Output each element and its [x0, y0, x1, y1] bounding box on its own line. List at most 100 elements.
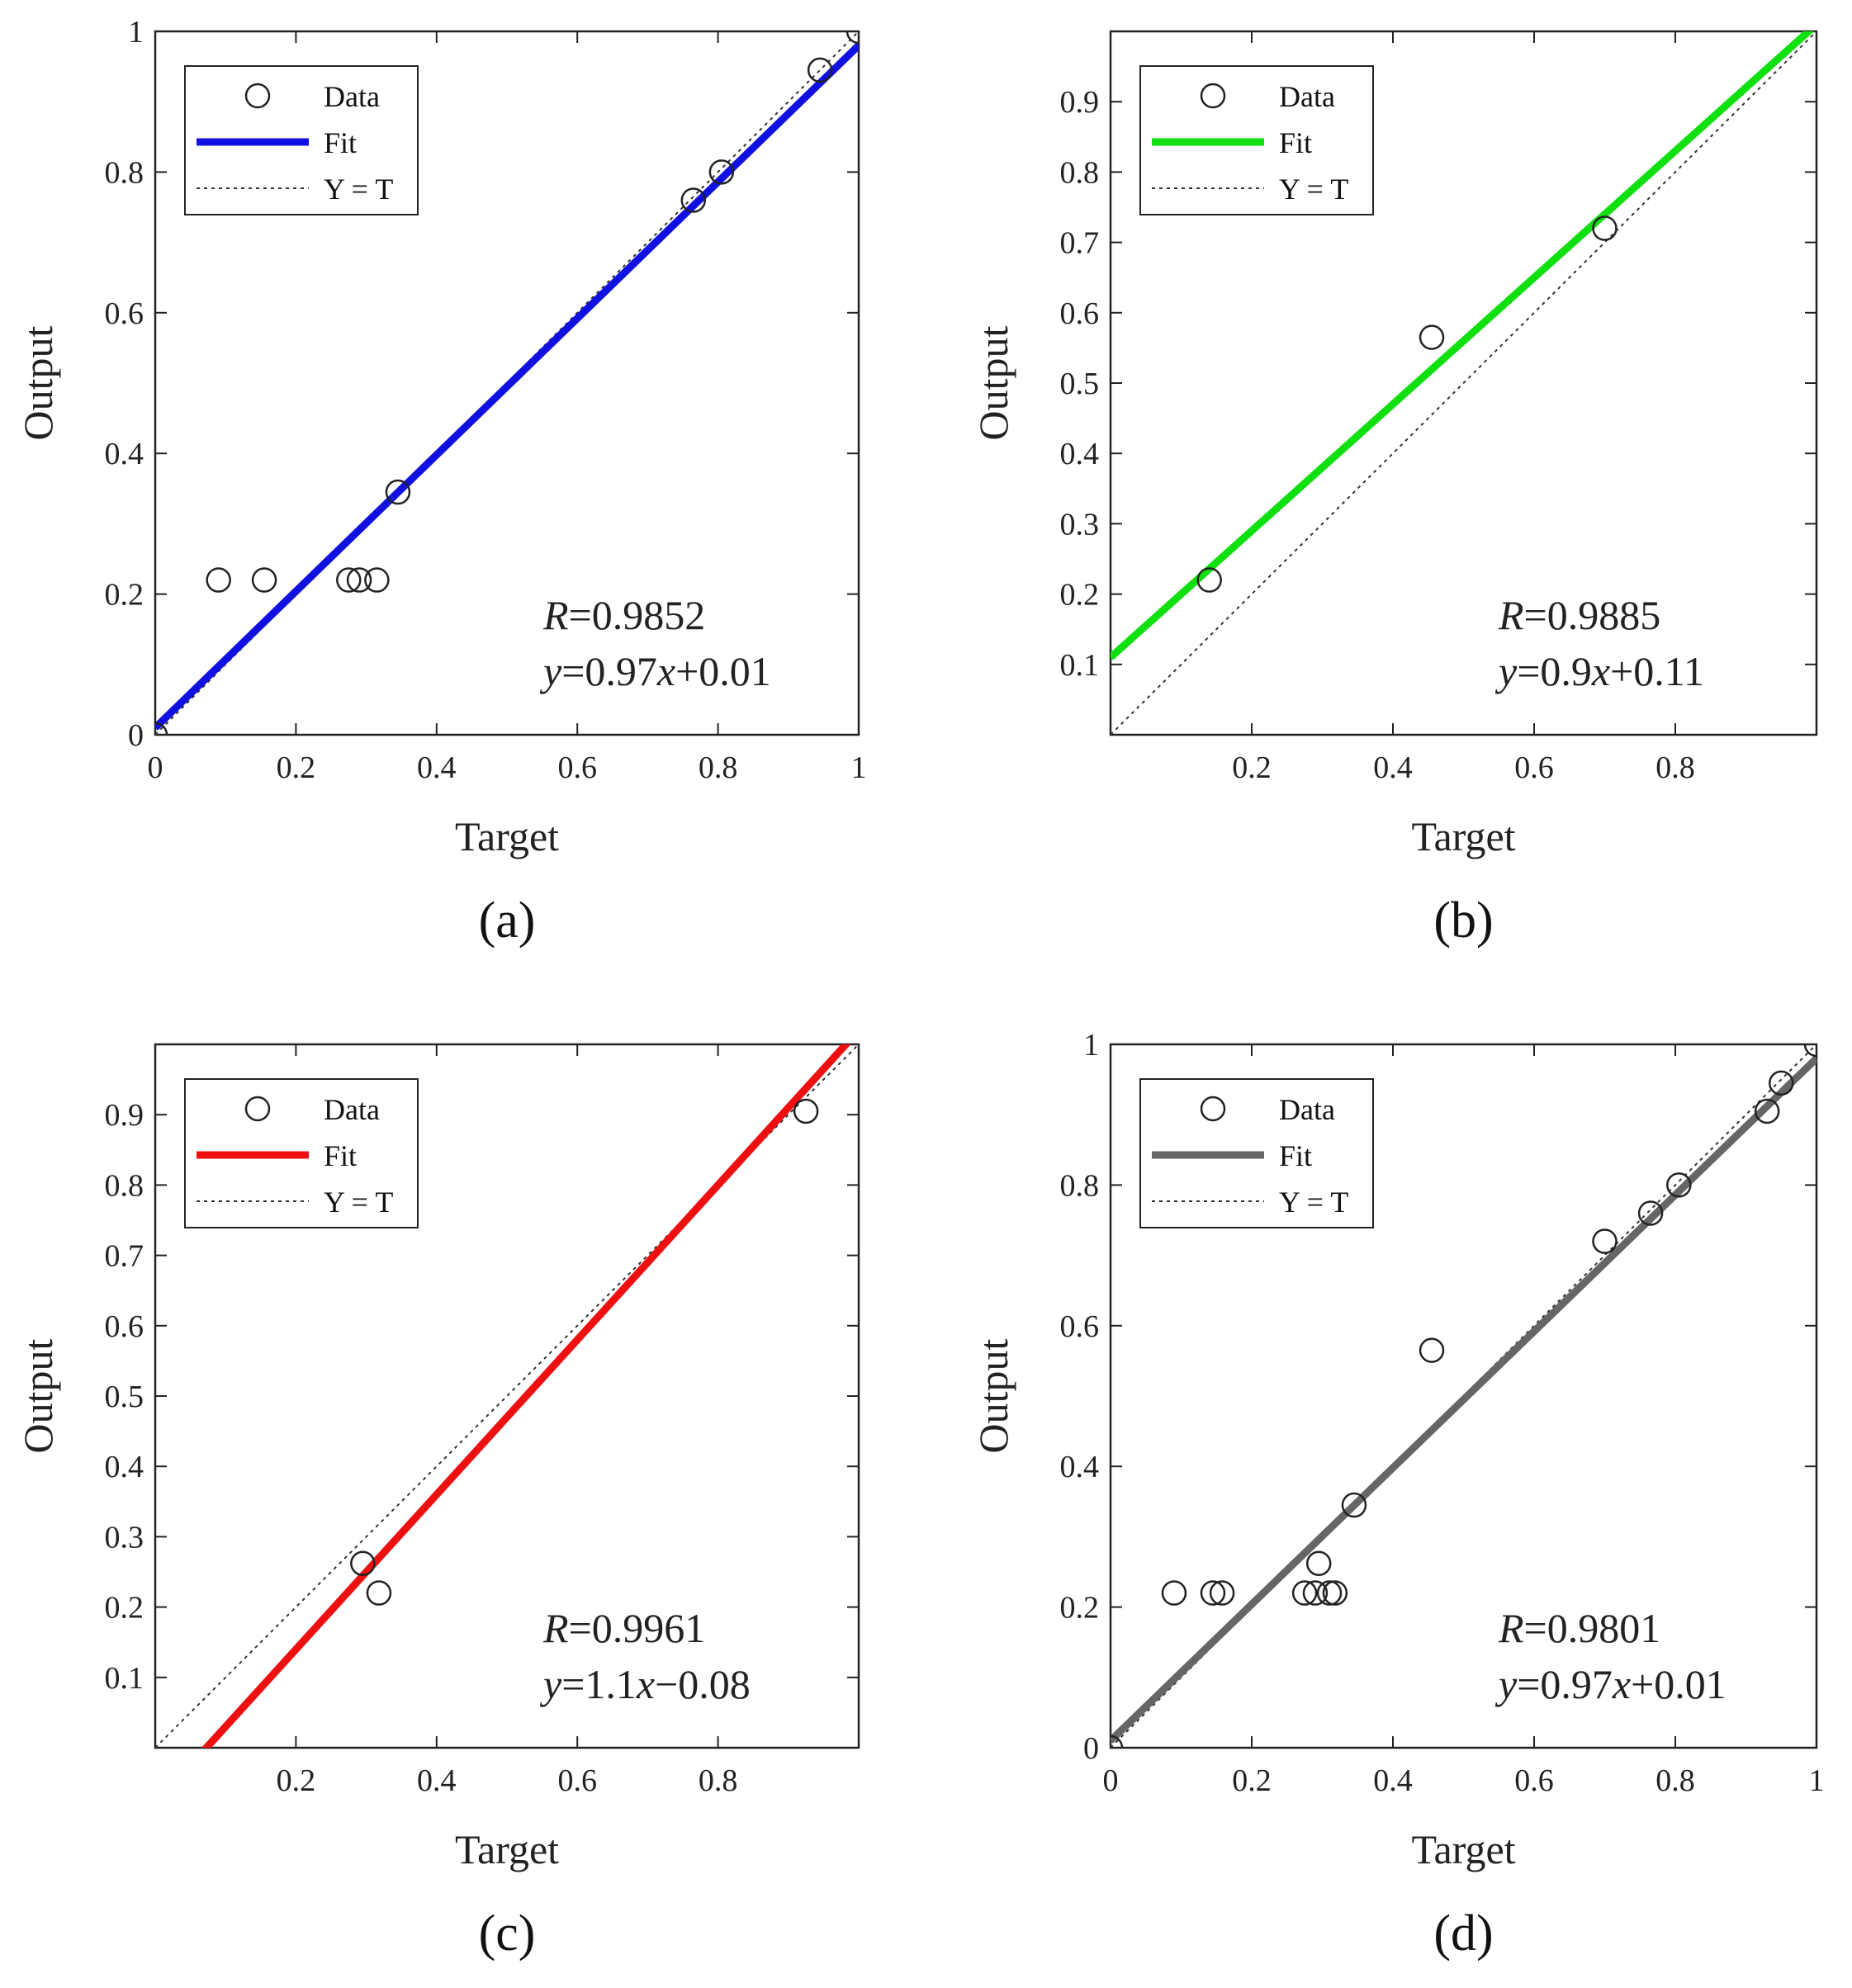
eq-slope: =0.97 — [561, 648, 657, 694]
reference-line-yt — [155, 1044, 859, 1748]
x-tick-label: 0 — [1103, 1763, 1119, 1798]
legend-label-data: Data — [1279, 80, 1335, 113]
y-tick-label: 0.6 — [1060, 296, 1100, 331]
y-tick-label: 0.8 — [1060, 1168, 1100, 1203]
r-symbol: R — [1498, 592, 1524, 638]
x-tick-label: 1 — [1809, 1763, 1825, 1798]
r-annotation: R=0.9852 — [542, 592, 705, 638]
r-annotation: R=0.9961 — [542, 1605, 705, 1651]
eq-y: y — [539, 1661, 562, 1707]
y-tick-label: 0.2 — [1060, 578, 1100, 613]
r-symbol: R — [542, 1605, 569, 1651]
x-tick-label: 0.2 — [1232, 750, 1272, 785]
legend: Data Fit Y = T — [184, 65, 419, 215]
panel-label: (d) — [1433, 1905, 1493, 1962]
y-tick-label: 0.9 — [1060, 85, 1100, 120]
r-value: =0.9852 — [569, 592, 706, 638]
r-annotation: R=0.9885 — [1498, 592, 1660, 638]
r-value: =0.9801 — [1524, 1605, 1661, 1651]
legend-label-fit: Fit — [324, 1139, 357, 1172]
data-point — [364, 567, 390, 593]
data-point — [1341, 1492, 1367, 1518]
y-tick-label: 1 — [128, 15, 144, 50]
eq-slope: =0.97 — [1517, 1661, 1613, 1707]
legend: Data Fit Y = T — [1139, 65, 1374, 215]
legend-marker-icon — [1200, 1096, 1226, 1122]
x-tick-label: 0.6 — [1514, 750, 1554, 785]
legend: Data Fit Y = T — [1139, 1078, 1374, 1228]
eq-slope: =1.1 — [561, 1661, 637, 1707]
fit-line — [155, 42, 859, 731]
data-point — [1592, 1228, 1618, 1254]
panel-c: 0.2 0.4 0.6 0.8 0.1 0.2 0.3 0.4 0.5 0.6 0.7 0.8 0.9 T… — [15, 1043, 860, 1962]
data-point — [350, 1550, 376, 1577]
y-tick-label: 0.4 — [1060, 437, 1100, 471]
fit-line — [1111, 31, 1815, 660]
eq-slope: =0.9 — [1517, 648, 1592, 694]
x-tick-label: 0.8 — [699, 750, 738, 785]
eq-x: x — [656, 648, 675, 694]
x-tick-label: 1 — [851, 750, 867, 785]
data-point — [1419, 1337, 1445, 1363]
y-tick-label: 0.5 — [105, 1380, 144, 1414]
data-point — [807, 57, 833, 83]
plot-frame — [154, 30, 860, 736]
data-point — [1196, 567, 1222, 593]
data-point — [1209, 1580, 1235, 1606]
x-tick-label: 0.6 — [557, 1763, 597, 1798]
y-tick-label: 0.2 — [1060, 1591, 1100, 1626]
fit-line — [1111, 1055, 1816, 1744]
x-axis-title: Target — [455, 813, 559, 859]
plot-area — [1111, 1044, 1816, 1748]
data-point — [206, 567, 231, 593]
legend-label-yt: Y = T — [1279, 173, 1348, 206]
y-tick-label: 0.5 — [1060, 367, 1100, 401]
legend-marker-icon — [1200, 83, 1226, 109]
x-tick-label: 0.4 — [1373, 750, 1413, 785]
equation-annotation: y=0.97x+0.01 — [539, 648, 771, 694]
y-tick-label: 0 — [1083, 1731, 1099, 1766]
y-tick-label: 0.6 — [105, 1309, 144, 1344]
x-tick-label: 0.2 — [1232, 1763, 1272, 1798]
plot-frame — [1109, 1043, 1818, 1749]
data-point — [1161, 1580, 1187, 1606]
legend-label-data: Data — [324, 1093, 380, 1126]
y-axis-title: Output — [15, 325, 61, 440]
y-tick-label: 0 — [128, 718, 144, 753]
eq-intercept: +0.01 — [1631, 1661, 1726, 1707]
legend-label-data: Data — [1279, 1093, 1335, 1126]
panel-d: 0 0.2 0.4 0.6 0.8 1 0 0.2 0.4 0.6 0.8 1 Target Output… — [970, 1028, 1825, 1962]
data-point — [1302, 1580, 1329, 1606]
y-tick-label: 1 — [1083, 1028, 1099, 1063]
x-axis-title: Target — [455, 1826, 559, 1872]
data-point — [1322, 1580, 1348, 1606]
data-point — [251, 567, 277, 593]
legend-label-data: Data — [324, 80, 380, 113]
panel-b: 0.2 0.4 0.6 0.8 0.1 0.2 0.3 0.4 0.5 0.6 0.7 0.8 0.9 T… — [970, 30, 1818, 949]
y-tick-label: 0.8 — [105, 155, 144, 190]
eq-y: y — [539, 648, 562, 694]
x-axis-title: Target — [1411, 1826, 1515, 1872]
data-point — [366, 1580, 392, 1606]
y-axis-title: Output — [15, 1338, 61, 1453]
x-tick-label: 0 — [148, 750, 163, 785]
data-point — [1754, 1098, 1780, 1124]
data-point — [1305, 1550, 1332, 1577]
equation-annotation: y=1.1x−0.08 — [539, 1661, 751, 1707]
data-point — [793, 1098, 819, 1124]
y-tick-label: 0.4 — [105, 1450, 144, 1484]
legend-marker-icon — [244, 83, 271, 109]
data-point — [336, 567, 362, 593]
data-point — [1592, 215, 1618, 241]
r-symbol: R — [1498, 1605, 1524, 1651]
y-tick-label: 0.4 — [1060, 1450, 1100, 1484]
x-tick-label: 0.8 — [1655, 750, 1695, 785]
y-tick-label: 0.1 — [105, 1661, 144, 1696]
y-tick-label: 0.2 — [105, 1591, 144, 1626]
y-tick-label: 0.9 — [105, 1098, 144, 1133]
data-point — [1316, 1580, 1343, 1606]
eq-x: x — [1591, 648, 1610, 694]
panel-label: (b) — [1433, 892, 1493, 949]
x-tick-label: 0.2 — [277, 750, 316, 785]
x-tick-label: 0.8 — [1655, 1763, 1695, 1798]
